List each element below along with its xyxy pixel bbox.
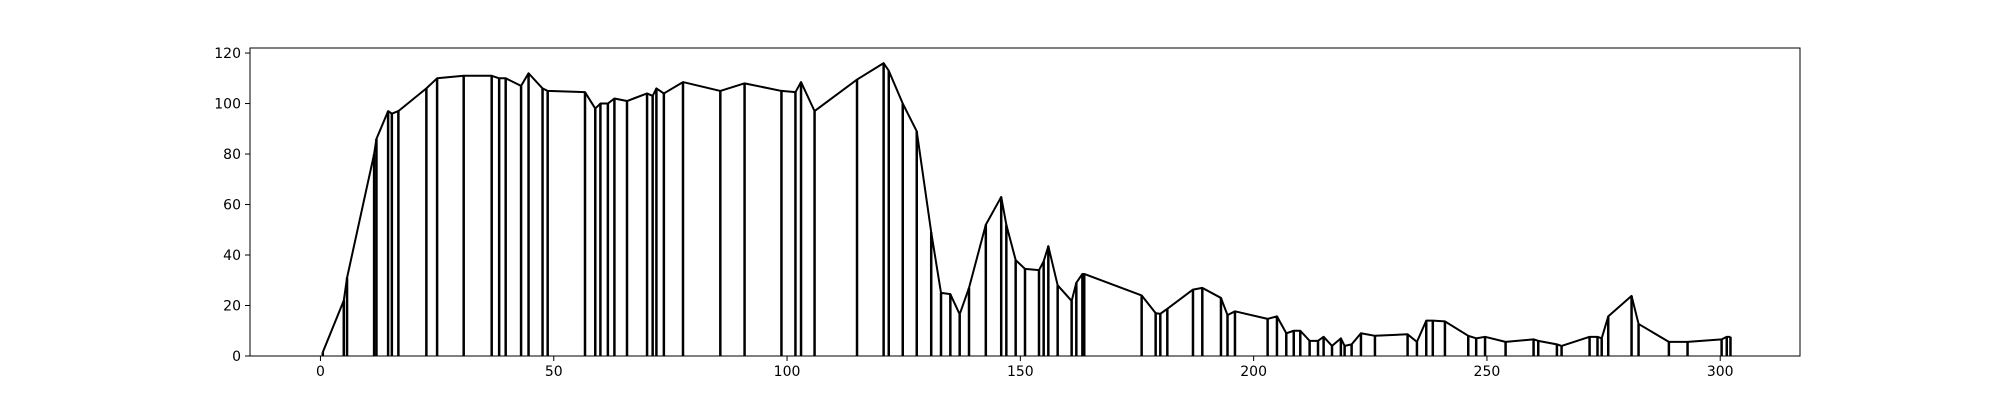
data-line (321, 62, 1731, 353)
x-tick-label: 200 (1240, 364, 1267, 380)
x-tick-label: 50 (545, 364, 563, 380)
x-tick-label: 150 (1007, 364, 1034, 380)
y-tick-label: 80 (223, 147, 241, 163)
y-tick-label: 20 (223, 299, 241, 315)
plot-area (321, 62, 1732, 356)
y-tick-label: 40 (223, 248, 241, 264)
y-tick-label: 0 (232, 349, 241, 365)
x-tick-label: 250 (1474, 364, 1501, 380)
y-tick-label: 120 (214, 46, 241, 62)
x-tick-label: 0 (316, 364, 325, 380)
x-tick-label: 300 (1707, 364, 1734, 380)
y-tick-label: 100 (214, 97, 241, 113)
x-tick-label: 100 (774, 364, 801, 380)
axes-frame (249, 47, 1801, 357)
y-tick-label: 60 (223, 198, 241, 214)
